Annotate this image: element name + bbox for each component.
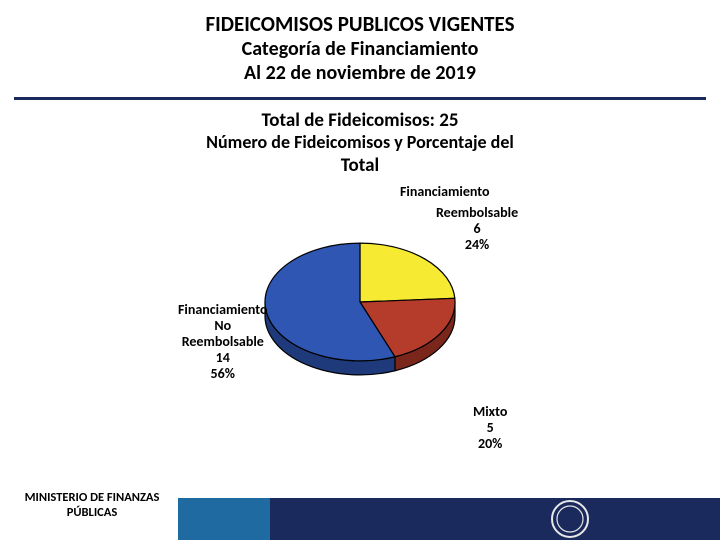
numero-line: Número de Fideicomisos y Porcentaje del (0, 132, 720, 153)
label-noreem-l1: Financiamiento (178, 302, 268, 318)
label-reembolsable-name: Reembolsable (436, 205, 518, 221)
label-reembolsable-pct: 24% (436, 237, 518, 253)
ministry-l2: PÚBLICAS (12, 505, 172, 520)
total-fideicomisos: Total de Fideicomisos: 25 (0, 110, 720, 132)
chart-area (0, 177, 720, 447)
label-mixto-name: Mixto (473, 404, 507, 420)
label-mixto-pct: 20% (473, 436, 507, 452)
label-reembolsable: Reembolsable 6 24% (436, 205, 518, 253)
label-mixto-count: 5 (473, 420, 507, 436)
page-title: FIDEICOMISOS PUBLICOS VIGENTES (0, 12, 720, 37)
label-noreem-pct: 56% (178, 366, 268, 382)
label-noreem-l2: No (178, 318, 268, 334)
subtitle-block: Total de Fideicomisos: 25 Número de Fide… (0, 110, 720, 176)
label-no-reembolsable: Financiamiento No Reembolsable 14 56% (178, 302, 268, 382)
label-reembolsable-count: 6 (436, 221, 518, 237)
label-noreem-l3: Reembolsable (178, 334, 268, 350)
category-line: Categoría de Financiamiento (0, 37, 720, 61)
label-mixto: Mixto 5 20% (473, 404, 507, 452)
ministry-label: MINISTERIO DE FINANZAS PÚBLICAS (12, 490, 172, 520)
date-line: Al 22 de noviembre de 2019 (0, 61, 720, 85)
footer: MINISTERIO DE FINANZAS PÚBLICAS (0, 480, 720, 540)
total-word: Total (0, 155, 720, 177)
ministry-l1: MINISTERIO DE FINANZAS (12, 490, 172, 505)
title-divider (14, 97, 706, 100)
header-block: FIDEICOMISOS PUBLICOS VIGENTES Categoría… (0, 0, 720, 93)
label-noreem-count: 14 (178, 350, 268, 366)
